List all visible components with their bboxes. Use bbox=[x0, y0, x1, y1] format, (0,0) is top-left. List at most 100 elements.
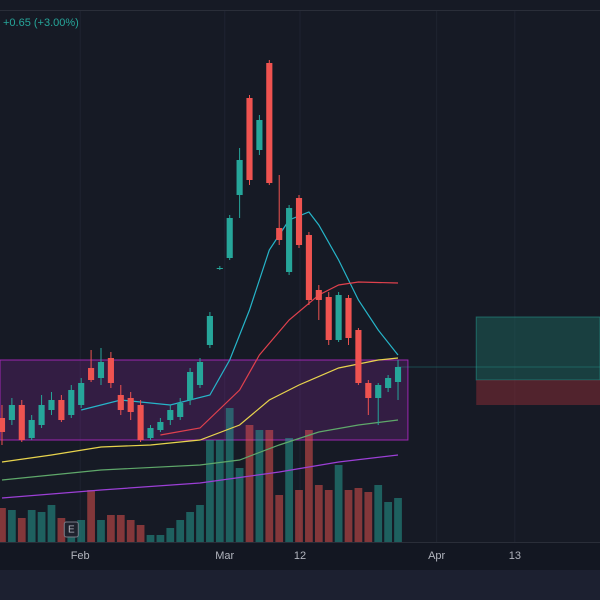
moving-average bbox=[1, 454, 399, 499]
volume-bar bbox=[384, 502, 392, 542]
candle-body bbox=[325, 297, 332, 340]
volume-bar bbox=[27, 510, 36, 542]
volume-bar bbox=[235, 468, 244, 542]
volume-bar bbox=[0, 508, 6, 542]
x-tick-label: 13 bbox=[509, 550, 521, 562]
x-axis-band bbox=[0, 542, 600, 570]
volume-bar bbox=[334, 465, 343, 542]
candle-body bbox=[305, 235, 312, 300]
candle-body bbox=[137, 405, 144, 440]
earnings-label: E bbox=[68, 525, 75, 536]
candle-body bbox=[48, 400, 55, 410]
volume-bar bbox=[215, 440, 224, 542]
volume-bar bbox=[206, 440, 214, 542]
change-label: +0.65 (+3.00%) bbox=[3, 17, 79, 29]
candle-body bbox=[38, 405, 45, 425]
volume-bar bbox=[245, 425, 254, 542]
candle-body bbox=[345, 298, 352, 338]
volume-bar bbox=[305, 430, 313, 542]
candle-body bbox=[216, 268, 223, 269]
volume-bar bbox=[394, 498, 402, 542]
grid bbox=[79, 11, 516, 542]
volume-bar bbox=[37, 512, 46, 542]
volume-bars bbox=[0, 408, 402, 542]
candle-body bbox=[335, 295, 342, 340]
moving-average bbox=[1, 419, 399, 481]
candle-body bbox=[315, 290, 322, 300]
candle-body bbox=[28, 420, 35, 438]
candle-body bbox=[365, 383, 372, 398]
position-stop bbox=[476, 380, 600, 405]
volume-bar bbox=[324, 490, 333, 542]
volume-bar bbox=[176, 520, 185, 542]
bottom-bar bbox=[0, 570, 600, 600]
volume-bar bbox=[87, 490, 95, 542]
volume-bar bbox=[126, 520, 135, 542]
x-tick-label: Apr bbox=[428, 550, 445, 562]
volume-bar bbox=[47, 505, 56, 542]
volume-bar bbox=[156, 535, 165, 542]
candle-body bbox=[8, 405, 15, 420]
candle-body bbox=[58, 400, 65, 420]
position-target bbox=[475, 316, 600, 381]
volume-bar bbox=[166, 528, 175, 542]
moving-average bbox=[1, 357, 399, 463]
earnings-badge bbox=[63, 521, 79, 538]
candle-body bbox=[295, 198, 303, 245]
volume-bar bbox=[354, 488, 363, 542]
candles bbox=[0, 60, 402, 445]
volume-bar bbox=[186, 512, 194, 542]
candle-body bbox=[355, 330, 362, 383]
volume-bar bbox=[77, 520, 86, 542]
x-tick-label: Mar bbox=[215, 550, 234, 562]
volume-bar bbox=[17, 518, 26, 542]
candle-body bbox=[68, 390, 75, 415]
candle-body bbox=[97, 362, 105, 378]
volume-bar bbox=[196, 505, 204, 542]
candle-body bbox=[276, 228, 283, 240]
volume-bar bbox=[57, 518, 66, 542]
zones bbox=[0, 316, 600, 441]
x-tick-label: Feb bbox=[71, 550, 90, 562]
candle-body bbox=[157, 422, 164, 430]
volume-bar bbox=[97, 520, 105, 542]
volume-bar bbox=[146, 535, 155, 542]
candle-body bbox=[394, 367, 402, 382]
x-axis: Feb Mar 12 Apr 13 E bbox=[63, 521, 521, 562]
range-box bbox=[0, 359, 409, 441]
candle-body bbox=[177, 403, 184, 417]
volume-bar bbox=[314, 485, 323, 542]
candle-body bbox=[246, 98, 253, 180]
candle-body bbox=[206, 316, 213, 345]
volume-bar bbox=[107, 515, 115, 542]
volume-bar bbox=[374, 485, 383, 542]
x-tick-label: 12 bbox=[294, 550, 306, 562]
volume-bar bbox=[255, 430, 264, 542]
volume-bar bbox=[265, 430, 274, 542]
candle-body bbox=[196, 362, 204, 385]
candle-body bbox=[117, 395, 124, 410]
volume-bar bbox=[116, 515, 125, 542]
candle-body bbox=[375, 385, 382, 398]
candle-body bbox=[266, 63, 273, 183]
candle-body bbox=[18, 405, 25, 440]
candle-body bbox=[78, 383, 85, 405]
candle-body bbox=[167, 410, 174, 420]
candle-body bbox=[286, 208, 293, 272]
volume-bar bbox=[344, 490, 353, 542]
candle-body bbox=[236, 160, 243, 195]
candle-body bbox=[0, 418, 6, 432]
volume-bar bbox=[275, 495, 284, 542]
moving-average bbox=[160, 281, 399, 436]
volume-bar bbox=[225, 408, 234, 542]
volume-bar bbox=[364, 492, 373, 542]
volume-bar bbox=[8, 510, 16, 542]
candle-body bbox=[127, 398, 134, 412]
candle-body bbox=[107, 358, 114, 383]
volume-bar bbox=[285, 438, 293, 542]
candle-body bbox=[385, 378, 392, 388]
candle-body bbox=[187, 372, 194, 400]
candle-body bbox=[226, 218, 233, 258]
